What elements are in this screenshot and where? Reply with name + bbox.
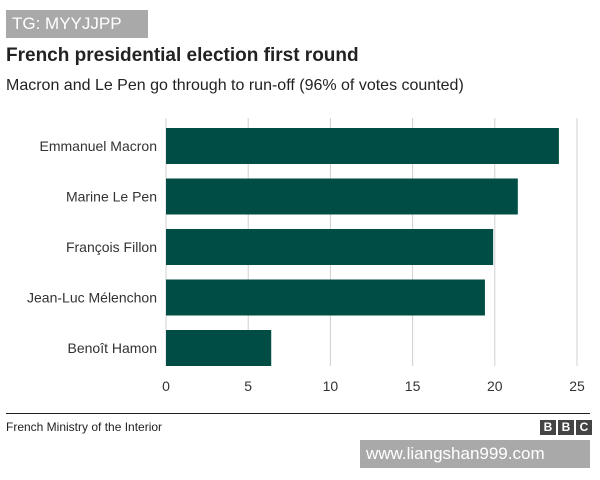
bbc-letter: B: [558, 420, 574, 435]
source-note: French Ministry of the Interior: [6, 420, 163, 434]
bbc-letter: C: [576, 420, 592, 435]
x-tick-label: 20: [487, 378, 503, 394]
category-label: Emmanuel Macron: [40, 138, 158, 154]
bar: [166, 128, 559, 164]
category-label: Marine Le Pen: [66, 189, 157, 205]
x-tick-label: 25: [569, 378, 585, 394]
bbc-logo: B B C: [540, 420, 592, 435]
chart-subtitle: Macron and Le Pen go through to run-off …: [6, 77, 464, 94]
watermark-top: TG: MYYJJPP: [6, 10, 148, 38]
footer-divider: [6, 413, 590, 414]
bar: [166, 178, 518, 215]
x-tick-label: 5: [244, 378, 252, 394]
x-tick-label: 15: [405, 378, 421, 394]
bar-chart: 0 5 10 15 20 25 Emmanuel Macron Marine Le Pen Fr…: [27, 118, 585, 394]
x-tick-label: 10: [323, 378, 339, 394]
category-label: Benoît Hamon: [68, 340, 158, 356]
watermark-bottom: www.liangshan999.com: [360, 440, 590, 468]
chart-title: French presidential election first round: [6, 45, 359, 66]
bar: [166, 229, 494, 265]
bbc-letter: B: [540, 420, 556, 435]
x-tick-label: 0: [162, 378, 170, 394]
bar: [166, 279, 485, 316]
category-label: Jean-Luc Mélenchon: [27, 290, 157, 306]
category-label: François Fillon: [66, 239, 157, 255]
bar: [166, 330, 272, 366]
